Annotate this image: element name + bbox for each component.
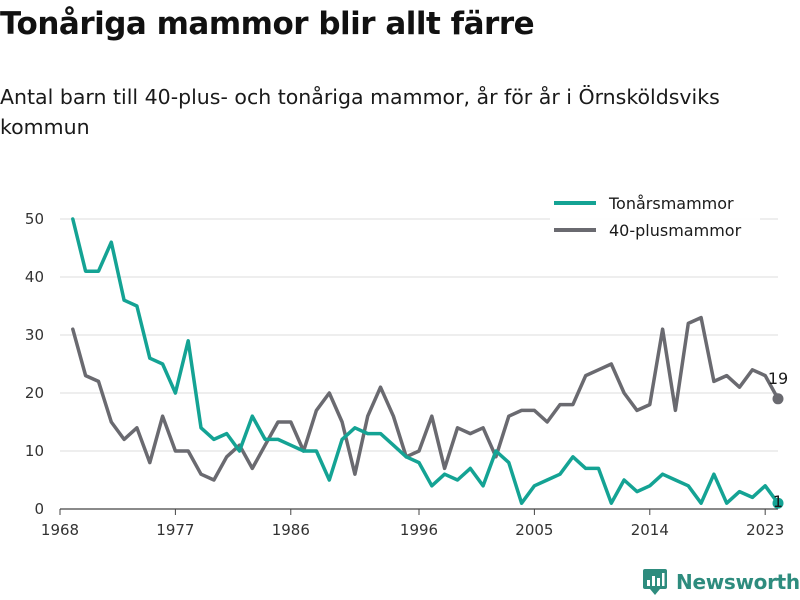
legend-background	[550, 188, 760, 244]
teen-series-line	[71, 217, 780, 505]
x-tick-label: 2014	[631, 521, 669, 539]
x-tick-label: 1968	[41, 521, 79, 539]
axes: 0 10 20 30 40 50 1968 1977 1986 1996 2005 2014 2023	[25, 210, 784, 539]
x-tick-label: 1996	[400, 521, 438, 539]
brand-name: Newsworthy	[676, 570, 800, 594]
forty-series-line	[71, 315, 780, 482]
y-tick-label: 10	[25, 442, 44, 460]
x-tick-label: 1986	[272, 521, 310, 539]
legend-label-teen: Tonårsmammor	[608, 194, 734, 213]
forty-series-end-point	[772, 393, 784, 405]
brand-logo: Newsworthy	[642, 568, 800, 596]
y-tick-label: 0	[34, 500, 44, 518]
y-tick-label: 50	[25, 210, 44, 228]
chart-title: Tonåriga mammor blir allt färre	[0, 6, 535, 42]
legend-label-forty: 40-plusmammor	[609, 221, 742, 240]
teen-series-end-label: 1	[773, 492, 783, 511]
x-tick-label: 2005	[515, 521, 553, 539]
x-tick-label: 2023	[746, 521, 784, 539]
teen-series-end-point	[772, 497, 784, 509]
chart-subtitle: Antal barn till 40-plus- och tonåriga ma…	[0, 85, 720, 139]
y-tick-label: 20	[25, 384, 44, 402]
x-tick-label: 1977	[156, 521, 194, 539]
forty-series-end-label: 19	[768, 369, 788, 388]
y-tick-label: 40	[25, 268, 44, 286]
y-tick-label: 30	[25, 326, 44, 344]
legend: Tonårsmammor 40-plusmammor	[550, 188, 760, 244]
newsworthy-logo-icon	[643, 569, 667, 595]
series: 19 1	[71, 217, 788, 511]
